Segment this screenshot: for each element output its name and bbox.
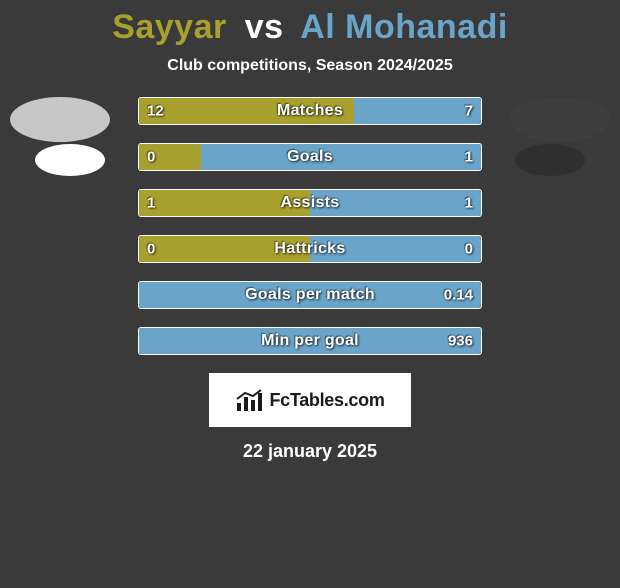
player2-avatar-shadow [515,144,585,176]
vs-label: vs [245,8,284,46]
player1-avatar-glow [10,97,110,142]
comparison-title: Sayyar vs Al Mohanadi [0,8,620,47]
stat-label: Hattricks [139,240,481,258]
stat-label: Min per goal [139,332,481,350]
brand-badge: FcTables.com [209,373,411,427]
player2-name: Al Mohanadi [300,8,508,46]
stat-label: Goals per match [139,286,481,304]
brand-chart-icon [235,389,263,411]
subtitle: Club competitions, Season 2024/2025 [0,57,620,75]
brand-text: FcTables.com [269,390,384,411]
stat-label: Assists [139,194,481,212]
player1-name: Sayyar [112,8,227,46]
player1-avatar-shadow [35,144,105,176]
stat-bar: 01Goals [138,143,482,171]
stat-label: Matches [139,102,481,120]
stat-bar: 11Assists [138,189,482,217]
comparison-arena: 127Matches 01Goals 11Assists 00Hattricks 0.1… [0,97,620,355]
stat-bar: 00Hattricks [138,235,482,263]
stat-bar: 936Min per goal [138,327,482,355]
stat-label: Goals [139,148,481,166]
stat-bar: 0.14Goals per match [138,281,482,309]
stat-bar: 127Matches [138,97,482,125]
stat-bars: 127Matches 01Goals 11Assists 00Hattricks 0.1… [138,97,482,355]
player2-avatar-glow [510,97,610,142]
snapshot-date: 22 january 2025 [0,441,620,462]
